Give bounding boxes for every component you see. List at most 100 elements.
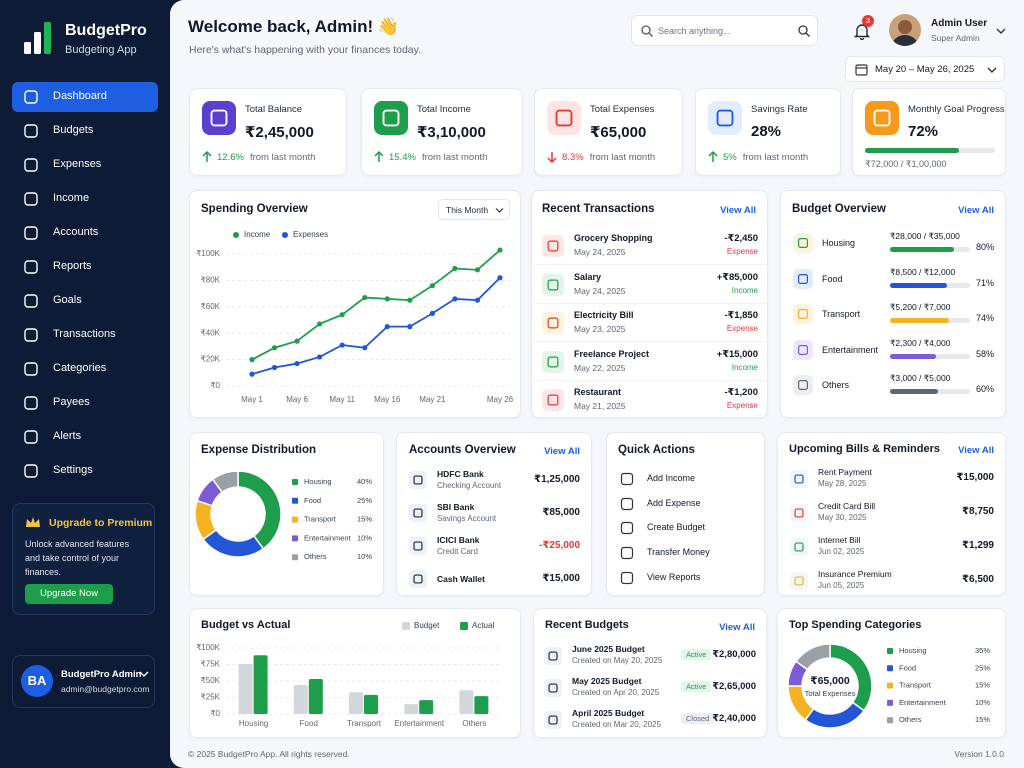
transaction-name: Salary	[574, 271, 602, 282]
icon	[542, 312, 564, 335]
budget-fill	[890, 318, 950, 323]
nav-item[interactable]: Budgets	[12, 116, 158, 146]
budget-track	[890, 318, 970, 323]
budget-status: Active	[681, 681, 712, 692]
icon	[409, 570, 427, 588]
nav-item[interactable]: Dashboard	[12, 82, 158, 112]
icon-shape	[547, 394, 559, 406]
nav-item[interactable]: Transactions	[12, 320, 158, 350]
icon	[542, 235, 564, 257]
header-user-name[interactable]: Admin User	[931, 18, 988, 29]
bill-date: May 30, 2025	[818, 513, 867, 522]
view-all-link[interactable]: View All	[719, 622, 755, 633]
nav-item[interactable]: Expenses	[12, 150, 158, 180]
icon-glyph	[794, 508, 804, 518]
bill-name: Rent Payment	[818, 467, 872, 477]
nav-item[interactable]: Income	[12, 184, 158, 214]
quick-action[interactable]: Add Income	[613, 469, 760, 489]
search-icon	[798, 25, 810, 37]
search-shape	[641, 25, 651, 35]
account-amount: ₹15,000	[542, 573, 580, 584]
view-all-link[interactable]: View All	[958, 445, 994, 456]
nav-item[interactable]: Accounts	[12, 218, 158, 248]
stat-change: 12.6%	[217, 152, 244, 163]
nav-label: Reports	[53, 260, 92, 272]
search-box[interactable]: Search anything...	[631, 15, 818, 46]
search-icon	[641, 25, 653, 37]
icon	[790, 572, 808, 590]
quick-action[interactable]: View Reports	[613, 568, 760, 588]
recent-budgets-card: Recent Budgets View All June 2025 Budget Cr…	[533, 608, 767, 738]
crown-icon	[26, 517, 40, 527]
calendar-icon	[855, 64, 868, 76]
icon-glyph	[382, 109, 400, 127]
transaction-type: Income	[731, 362, 758, 372]
icon-glyph	[716, 109, 734, 127]
budget-fill	[890, 282, 947, 288]
nav-icon	[24, 226, 38, 240]
stat-value: 72%	[908, 123, 939, 140]
nav-item[interactable]: Alerts	[12, 422, 158, 452]
icon-glyph	[797, 237, 809, 249]
transaction-type: Expense	[726, 401, 758, 411]
view-all-link[interactable]: View All	[720, 205, 756, 216]
icon-glyph	[548, 651, 558, 661]
icon-glyph	[797, 308, 809, 320]
icon-shape	[547, 240, 559, 252]
nav-item[interactable]: Settings	[12, 456, 158, 486]
nav-icon	[24, 124, 38, 138]
user-email: admin@budgetpro.com	[61, 684, 150, 694]
icon-glyph	[555, 109, 573, 127]
view-all-link[interactable]: View All	[958, 205, 994, 216]
premium-button[interactable]: Upgrade Now	[25, 584, 113, 604]
stat-value: 28%	[751, 123, 782, 140]
stat-value: ₹2,45,000	[245, 124, 314, 141]
icon	[409, 504, 427, 522]
icon	[790, 538, 808, 556]
icon	[790, 504, 808, 522]
nav-item[interactable]: Categories	[12, 354, 158, 384]
budget-status: Closed	[681, 713, 715, 724]
quick-action[interactable]: Create Budget	[613, 518, 760, 538]
date-picker[interactable]: May 20 – May 26, 2025	[845, 56, 1005, 82]
quick-action-label: Transfer Money	[647, 547, 710, 558]
trend-arrow	[202, 151, 212, 162]
nav-icon-shape	[24, 90, 38, 104]
icon-glyph	[547, 356, 559, 368]
header-user-role: Super Admin	[931, 33, 980, 43]
stat-note: from last month	[742, 152, 809, 163]
icon-shape	[548, 683, 558, 693]
transaction-type: Income	[731, 285, 758, 295]
bill-date: May 28, 2025	[818, 479, 867, 488]
quick-action[interactable]: Transfer Money	[613, 543, 760, 563]
user-name: BudgetPro Admin	[61, 669, 142, 680]
stat-card: Total Income ₹3,10,000 15.4% from last mont…	[361, 88, 523, 176]
view-all-link[interactable]: View All	[544, 446, 580, 457]
nav-label: Budgets	[53, 124, 94, 136]
transaction-date: May 24, 2025	[574, 247, 626, 257]
notification-button[interactable]: 3	[851, 15, 874, 42]
budget-amount: ₹5,200 / ₹7,000	[890, 302, 951, 312]
budget-percent: 58%	[975, 348, 994, 359]
icon-shape	[555, 109, 573, 127]
spending-overview-card: Spending Overview This Month	[189, 190, 521, 418]
quick-action[interactable]: Add Expense	[613, 494, 760, 514]
logo	[24, 22, 51, 54]
filter-dropdown[interactable]: This Month	[438, 199, 510, 220]
icon-shape	[873, 109, 891, 127]
icon-glyph	[547, 317, 559, 329]
icon	[790, 470, 808, 488]
icon-glyph	[797, 379, 809, 391]
nav-item[interactable]: Reports	[12, 252, 158, 282]
nav-item[interactable]: Goals	[12, 286, 158, 316]
user-box[interactable]: BA BudgetPro Admin admin@budgetpro.com	[12, 655, 155, 708]
transaction-amount: +₹85,000	[716, 271, 758, 283]
nav-item[interactable]: Payees	[12, 388, 158, 418]
bill-name: Insurance Premium	[818, 569, 892, 579]
icon-shape	[797, 237, 809, 249]
recent-transactions-card: Recent Transactions View All Grocery Shopp…	[531, 190, 769, 418]
search-shape	[648, 32, 653, 37]
icon-glyph	[797, 344, 809, 355]
icon-glyph	[548, 715, 558, 725]
account-amount: ₹85,000	[542, 507, 580, 518]
